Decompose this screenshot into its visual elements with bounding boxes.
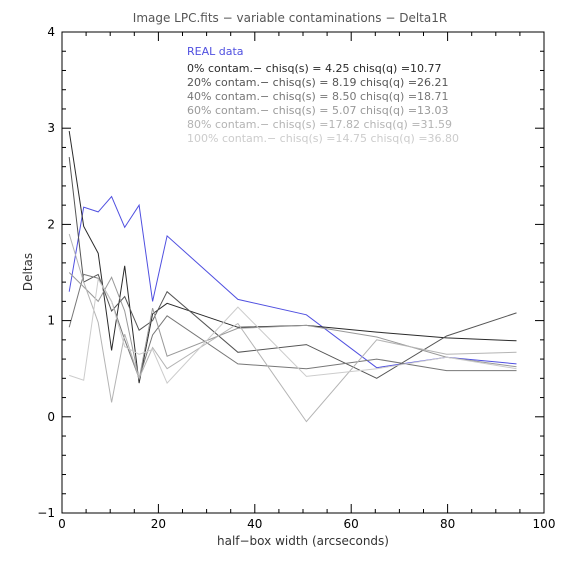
legend: REAL data 0% contam.− chisq(s) = 4.25 ch…	[187, 45, 459, 145]
y-tick-label: 3	[47, 121, 55, 135]
series-line-1	[68, 131, 517, 384]
y-tick-label: 1	[47, 314, 55, 328]
legend-entry-2: 20% contam.− chisq(s) = 8.19 chisq(q) =2…	[187, 76, 449, 89]
series-line-0	[68, 195, 517, 369]
series-line-6	[69, 277, 517, 385]
legend-entry-6: 100% contam.− chisq(s) =14.75 chisq(q) =…	[187, 132, 459, 145]
x-axis-label: half−box width (arcseconds)	[217, 534, 389, 548]
y-tick-label: 4	[47, 25, 55, 39]
y-tick-label: −1	[37, 506, 55, 520]
y-tick-label: 2	[47, 217, 55, 231]
series-line-5	[68, 233, 517, 423]
legend-entry-0: REAL data	[187, 45, 244, 58]
series-line-4	[68, 272, 517, 380]
legend-entry-3: 40% contam.− chisq(s) = 8.50 chisq(q) =1…	[187, 90, 449, 103]
y-tick-label: 0	[47, 410, 55, 424]
series-layer	[68, 131, 517, 423]
legend-entry-5: 80% contam.− chisq(s) =17.82 chisq(q) =3…	[187, 118, 452, 131]
x-tick-label: 40	[247, 517, 262, 531]
x-tick-label: 80	[440, 517, 455, 531]
legend-entry-4: 60% contam.− chisq(s) = 5.07 chisq(q) =1…	[187, 104, 449, 117]
x-tick-label: 0	[58, 517, 66, 531]
legend-entry-1: 0% contam.− chisq(s) = 4.25 chisq(q) =10…	[187, 62, 442, 75]
x-tick-label: 60	[344, 517, 359, 531]
x-tick-label: 20	[151, 517, 166, 531]
x-tick-label: 100	[533, 517, 556, 531]
y-axis-label: Deltas	[21, 253, 35, 291]
chart-title: Image LPC.fits − variable contaminations…	[133, 11, 447, 25]
series-line-2	[68, 157, 517, 379]
